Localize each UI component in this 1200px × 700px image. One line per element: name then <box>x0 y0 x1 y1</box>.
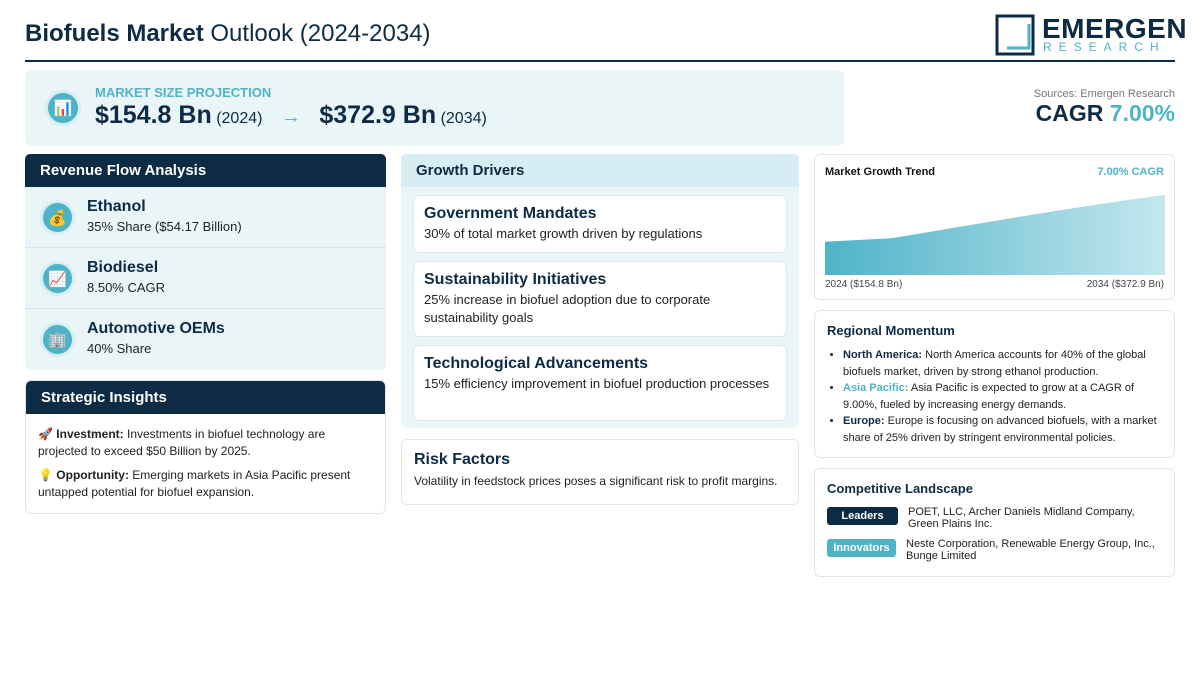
revenue-item-title: Ethanol <box>87 198 146 215</box>
emergen-logo: EMERGEN RESEARCH <box>995 13 1187 56</box>
market-size-projection: 📊 MARKET SIZE PROJECTION $154.8 Bn (2024… <box>25 70 844 146</box>
region-label: Asia Pacific: <box>843 382 909 394</box>
driver-item: Government Mandates 30% of total market … <box>413 195 787 253</box>
growth-area-chart <box>825 195 1165 275</box>
building-icon: 🏢 <box>40 322 75 357</box>
driver-title: Technological Advancements <box>424 355 649 372</box>
trend-title: Market Growth Trend <box>825 166 936 178</box>
leaders-text: POET, LLC, Archer Daniels Midland Compan… <box>908 506 1135 530</box>
end-value: $372.9 Bn <box>319 101 437 129</box>
innovators-badge: Innovators <box>827 539 896 557</box>
page-title-rest: Outlook (2024-2034) <box>210 20 431 47</box>
insight-label: Opportunity: <box>56 468 129 482</box>
revenue-item-biodiesel: 📈 Biodiesel 8.50% CAGR <box>25 248 386 309</box>
page-title-bold: Biofuels Market <box>25 20 204 47</box>
trend-start-label: 2024 ($154.8 Bn) <box>825 279 903 290</box>
growth-drivers-card: Growth Drivers Government Mandates 30% o… <box>401 154 799 428</box>
revenue-item-sub: 40% Share <box>87 341 152 356</box>
arrow-right-icon: → <box>280 106 301 128</box>
region-text: Asia Pacific is expected to grow at a CA… <box>843 382 1135 411</box>
driver-item: Technological Advancements 15% efficienc… <box>413 345 787 421</box>
projection-values: $154.8 Bn (2024) → $372.9 Bn (2034) <box>95 101 487 130</box>
insight-text: Emerging markets in Asia Pacific present… <box>38 468 351 499</box>
cagr-summary: CAGR 7.00% <box>1036 100 1175 127</box>
risk-factors-text: Volatility in feedstock prices poses a s… <box>414 474 778 488</box>
rocket-icon: 🚀 <box>38 427 53 441</box>
cagr-value: 7.00% <box>1109 100 1175 126</box>
revenue-flow-title: Revenue Flow Analysis <box>25 154 386 187</box>
driver-text: 15% efficiency improvement in biofuel pr… <box>424 376 770 391</box>
trend-end-label: 2034 ($372.9 Bn) <box>1086 279 1164 290</box>
trend-up-icon: 📈 <box>40 261 75 296</box>
logo-wordmark: EMERGEN <box>1042 13 1188 44</box>
region-text: Europe is focusing on advanced biofuels,… <box>843 415 1157 444</box>
driver-title: Sustainability Initiatives <box>424 271 607 288</box>
projection-label: MARKET SIZE PROJECTION <box>95 85 272 100</box>
revenue-flow-card: Revenue Flow Analysis 💰 Ethanol 35% Shar… <box>25 154 386 370</box>
strategic-insights-card: Strategic Insights 🚀 Investment: Investm… <box>25 380 386 514</box>
strategic-insights-title: Strategic Insights <box>26 381 385 414</box>
sources-text: Sources: Emergen Research <box>1033 88 1175 100</box>
driver-title: Government Mandates <box>424 205 597 222</box>
region-asia-pacific: Asia Pacific: Asia Pacific is expected t… <box>843 380 1162 413</box>
lightbulb-icon: 💡 <box>38 468 53 482</box>
competitive-landscape-card: Competitive Landscape Leaders POET, LLC,… <box>814 468 1175 577</box>
revenue-item-ethanol: 💰 Ethanol 35% Share ($54.17 Billion) <box>25 187 386 248</box>
revenue-item-sub: 35% Share ($54.17 Billion) <box>87 219 242 234</box>
revenue-item-title: Automotive OEMs <box>87 320 225 337</box>
insight-investment: 🚀 Investment: Investments in biofuel tec… <box>38 426 373 459</box>
leaders-row: Leaders POET, LLC, Archer Daniels Midlan… <box>827 506 1162 530</box>
page-title: Biofuels Market Outlook (2024-2034) <box>25 20 431 48</box>
regional-list: North America: North America accounts fo… <box>827 347 1162 446</box>
risk-factors-card: Risk Factors Volatility in feedstock pri… <box>401 439 799 505</box>
start-year: (2024) <box>216 110 263 127</box>
innovators-row: Innovators Neste Corporation, Renewable … <box>827 538 1162 562</box>
page-header: Biofuels Market Outlook (2024-2034) EMER… <box>25 13 1187 62</box>
start-value: $154.8 Bn <box>95 101 212 129</box>
insight-opportunity: 💡 Opportunity: Emerging markets in Asia … <box>38 467 373 500</box>
end-year: (2034) <box>440 110 487 127</box>
trend-cagr: 7.00% CAGR <box>1097 166 1164 178</box>
region-label: Europe: <box>843 415 885 427</box>
region-europe: Europe: Europe is focusing on advanced b… <box>843 413 1162 446</box>
regional-momentum-title: Regional Momentum <box>827 323 955 338</box>
market-growth-trend-card: Market Growth Trend 7.00% CAGR 2024 ($15… <box>814 154 1175 300</box>
revenue-item-title: Biodiesel <box>87 259 159 276</box>
driver-item: Sustainability Initiatives 25% increase … <box>413 261 787 337</box>
driver-text: 30% of total market growth driven by reg… <box>424 226 703 241</box>
logo-subtext: RESEARCH <box>1043 40 1166 54</box>
money-bag-icon: 💰 <box>40 200 75 235</box>
region-text: North America accounts for 40% of the gl… <box>843 349 1146 378</box>
growth-drivers-title: Growth Drivers <box>401 154 799 187</box>
risk-factors-title: Risk Factors <box>414 451 511 468</box>
insight-label: Investment: <box>56 427 124 441</box>
leaders-badge: Leaders <box>827 507 898 525</box>
regional-momentum-card: Regional Momentum North America: North A… <box>814 310 1175 458</box>
insight-text: Investments in biofuel technology are pr… <box>38 427 326 458</box>
region-north-america: North America: North America accounts fo… <box>843 347 1162 380</box>
innovators-text: Neste Corporation, Renewable Energy Grou… <box>906 538 1155 562</box>
driver-text: 25% increase in biofuel adoption due to … <box>424 292 711 325</box>
bar-chart-icon: 📊 <box>45 90 81 126</box>
revenue-item-sub: 8.50% CAGR <box>87 280 166 295</box>
growth-area-series <box>825 195 1165 275</box>
strategic-insights-body: 🚀 Investment: Investments in biofuel tec… <box>26 414 385 520</box>
region-label: North America: <box>843 349 923 361</box>
revenue-item-automotive: 🏢 Automotive OEMs 40% Share <box>25 309 386 370</box>
competitive-landscape-title: Competitive Landscape <box>827 481 973 496</box>
cagr-label: CAGR <box>1035 100 1104 126</box>
logo-mark-icon <box>995 14 1035 56</box>
